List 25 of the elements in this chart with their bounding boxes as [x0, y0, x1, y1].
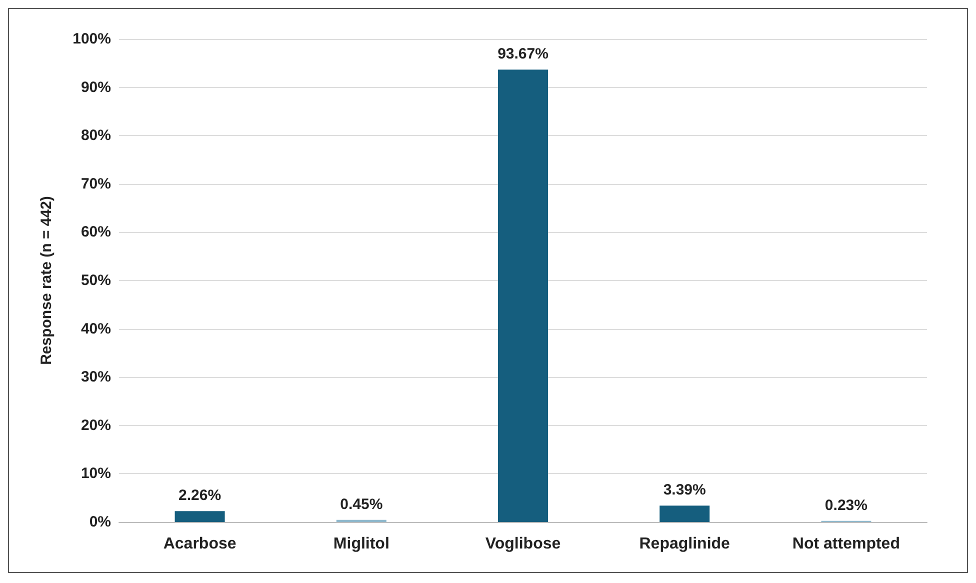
bar — [660, 506, 710, 522]
x-tick-label: Voglibose — [485, 536, 561, 552]
y-axis-title: Response rate (n = 442) — [38, 196, 55, 365]
y-tick-label: 80% — [80, 127, 111, 144]
y-tick-label: 50% — [80, 272, 111, 289]
y-tick-label: 10% — [80, 465, 111, 482]
bar — [498, 70, 548, 522]
x-tick-label: Acarbose — [163, 536, 236, 552]
y-tick-label: 0% — [89, 514, 111, 530]
y-tick-label: 30% — [80, 368, 111, 386]
data-label: 2.26% — [178, 487, 222, 504]
y-tick-label: 100% — [72, 30, 111, 48]
data-label: 93.67% — [498, 46, 548, 63]
data-label: 0.45% — [340, 496, 383, 513]
x-tick-label: Miglitol — [333, 536, 390, 552]
y-tick-label: 60% — [80, 224, 111, 241]
x-tick-label: Repaglinide — [639, 536, 730, 552]
y-tick-label: 70% — [80, 175, 111, 192]
data-label: 0.23% — [824, 496, 868, 514]
y-tick-label: 40% — [80, 320, 111, 338]
y-tick-label: 90% — [80, 78, 111, 96]
bar — [174, 511, 225, 522]
y-tick-label: 20% — [80, 416, 111, 434]
x-tick-label: Not attempted — [792, 536, 900, 552]
data-label: 3.39% — [663, 482, 706, 499]
